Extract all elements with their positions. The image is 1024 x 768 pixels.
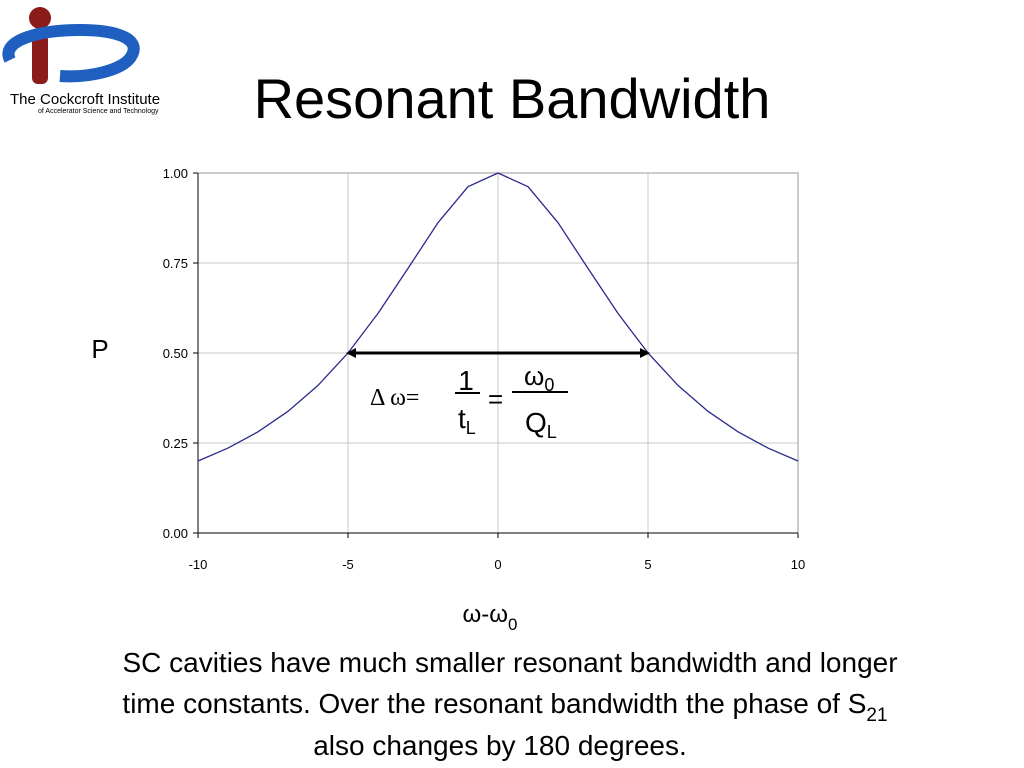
x-tick-label: 5 <box>644 557 651 572</box>
y-tick-label: 0.25 <box>163 436 188 451</box>
logo-subtitle: of Accelerator Science and Technology <box>38 108 159 115</box>
y-tick-label: 0.75 <box>163 256 188 271</box>
formula-den1-main: t <box>458 403 466 434</box>
formula-den2: QL <box>525 407 557 442</box>
x-tick-label: 0 <box>494 557 501 572</box>
logo-dot <box>29 7 51 29</box>
logo-stem <box>32 34 48 84</box>
formula: Δ ω= 1 tL = ω0 QL <box>370 361 568 442</box>
caption: SC cavities have much smaller resonant b… <box>122 647 897 761</box>
x-tick-label: -10 <box>189 557 208 572</box>
logo-name: The Cockcroft Institute <box>10 91 160 108</box>
logo: The Cockcroft Institute of Accelerator S… <box>2 7 160 115</box>
caption-line: time constants. Over the resonant bandwi… <box>122 688 887 726</box>
x-tick-label: 10 <box>791 557 805 572</box>
slide-title: Resonant Bandwidth <box>254 67 771 130</box>
formula-lhs: Δ ω= <box>370 385 419 411</box>
x-axis-label: ω-ω0 <box>463 601 518 634</box>
x-axis-label-main: ω-ω <box>463 601 508 628</box>
y-tick-label: 0.00 <box>163 526 188 541</box>
caption-sub: 21 <box>866 705 887 726</box>
y-axis-label: P <box>91 334 108 364</box>
formula-num2-main: ω <box>524 361 544 391</box>
logo-swoosh <box>2 23 140 83</box>
caption-line: SC cavities have much smaller resonant b… <box>122 647 897 678</box>
series-line <box>197 172 799 462</box>
formula-den2-sub: L <box>547 422 557 442</box>
formula-num2-sub: 0 <box>544 375 554 395</box>
caption-line: also changes by 180 degrees. <box>313 730 687 761</box>
y-tick-label: 0.50 <box>163 346 188 361</box>
y-tick-label: 1.00 <box>163 166 188 181</box>
formula-den2-main: Q <box>525 407 547 438</box>
x-tick-label: -5 <box>342 557 354 572</box>
caption-text: time constants. Over the resonant bandwi… <box>122 688 866 719</box>
formula-num1: 1 <box>458 365 474 396</box>
plot: 0.000.250.500.751.00-10 -5 0 5 10 <box>163 166 806 572</box>
formula-eq: = <box>488 384 503 414</box>
formula-den1: tL <box>458 403 476 438</box>
x-axis-label-sub: 0 <box>508 615 517 634</box>
formula-num2: ω0 <box>524 361 554 395</box>
formula-den1-sub: L <box>466 418 476 438</box>
